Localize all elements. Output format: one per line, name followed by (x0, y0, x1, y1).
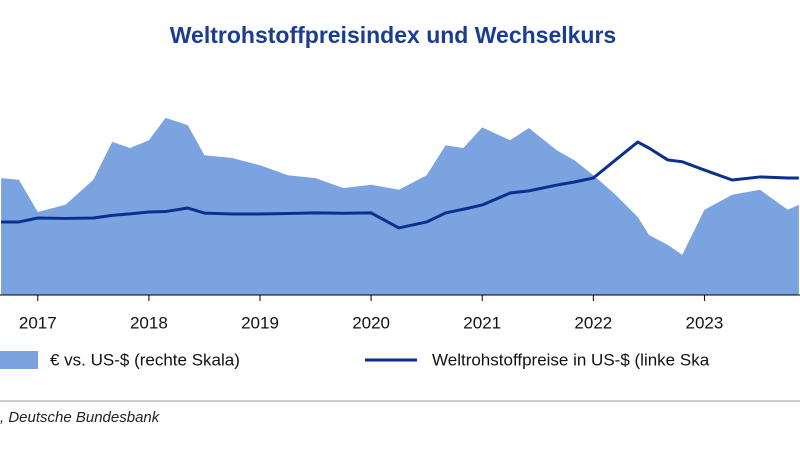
x-tick-label: 2017 (19, 313, 57, 332)
x-tick-label: 2021 (463, 313, 501, 332)
x-tick-label: 2018 (130, 313, 168, 332)
area (1, 117, 799, 295)
legend-swatch (0, 351, 38, 369)
legend-label: Weltrohstoffpreise in US-$ (linke Ska (432, 350, 710, 369)
x-tick-label: 2019 (241, 313, 279, 332)
line (1, 140, 799, 230)
x-tick-label: 2023 (686, 313, 724, 332)
chart-title: Weltrohstoffpreisindex und Wechselkurs (170, 22, 616, 48)
legend-label: € vs. US-$ (rechte Skala) (50, 350, 240, 369)
x-tick-label: 2020 (352, 313, 390, 332)
source-note: , Deutsche Bundesbank (0, 409, 161, 426)
x-tick-label: 2022 (574, 313, 612, 332)
